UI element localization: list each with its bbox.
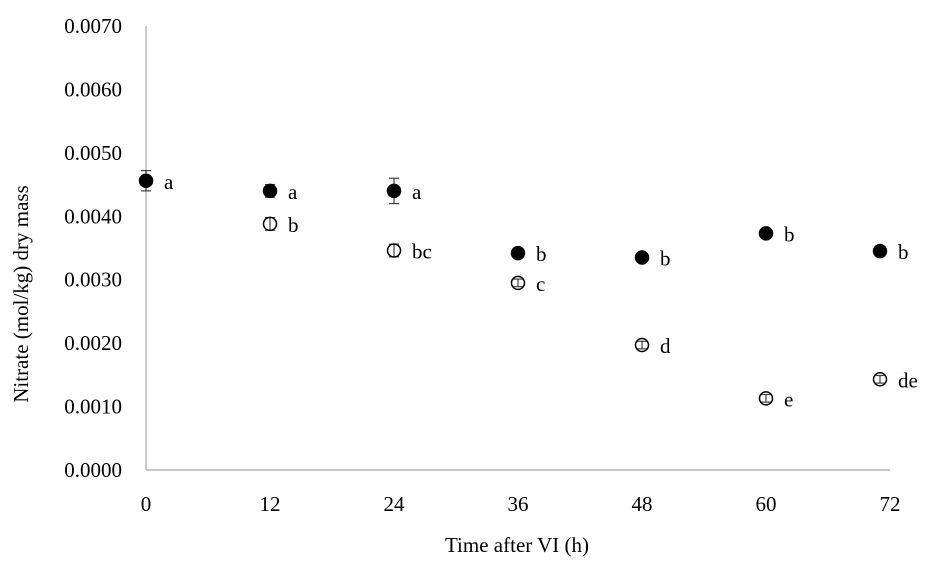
open-data-point (634, 337, 650, 353)
significance-label: a (288, 180, 298, 204)
x-axis-title: Time after VI (h) (445, 533, 589, 557)
x-tick-label: 0 (141, 492, 152, 516)
filled-data-point (510, 245, 526, 261)
significance-label: c (536, 272, 545, 296)
significance-label: bc (412, 240, 432, 264)
x-tick-label: 48 (632, 492, 653, 516)
y-tick-label: 0.0010 (64, 395, 122, 419)
x-tick-label: 12 (260, 492, 281, 516)
open-data-point (510, 275, 526, 291)
open-data-point (386, 243, 402, 258)
x-tick-label: 24 (384, 492, 406, 516)
filled-data-point (758, 226, 774, 241)
y-tick-label: 0.0060 (64, 77, 122, 101)
y-tick-label: 0.0070 (64, 14, 122, 38)
filled-data-point (386, 183, 402, 199)
axes (145, 26, 890, 471)
y-tick-label: 0.0040 (64, 204, 122, 228)
filled-data-point (872, 243, 888, 259)
y-axis-tick-labels: 0.0000 0.0010 0.0020 0.0030 0.0040 0.0050 0.00… (64, 14, 122, 482)
significance-label: d (660, 334, 671, 358)
open-data-point (872, 372, 888, 387)
data-points (138, 173, 888, 406)
filled-data-point (262, 183, 278, 199)
y-tick-label: 0.0050 (64, 141, 122, 165)
open-data-point (758, 391, 774, 406)
open-data-point (262, 216, 278, 232)
filled-data-point (634, 250, 650, 265)
significance-label: b (536, 242, 547, 266)
significance-label: b (784, 222, 795, 246)
y-axis-title: Nitrate (mol/kg) dry mass (9, 185, 33, 403)
significance-label: a (164, 170, 174, 194)
x-tick-label: 60 (756, 492, 777, 516)
significance-label: b (898, 240, 909, 264)
significance-label: e (784, 387, 793, 411)
x-axis-tick-labels: 0 12 24 36 48 60 72 (141, 492, 901, 516)
y-tick-label: 0.0020 (64, 331, 122, 355)
significance-label: b (288, 213, 299, 237)
filled-data-point (138, 173, 154, 189)
x-tick-label: 72 (880, 492, 901, 516)
y-tick-label: 0.0000 (64, 458, 122, 482)
significance-label: de (898, 368, 918, 392)
x-tick-label: 36 (508, 492, 529, 516)
significance-label: b (660, 247, 671, 271)
y-tick-label: 0.0030 (64, 268, 122, 292)
significance-label: a (412, 180, 422, 204)
